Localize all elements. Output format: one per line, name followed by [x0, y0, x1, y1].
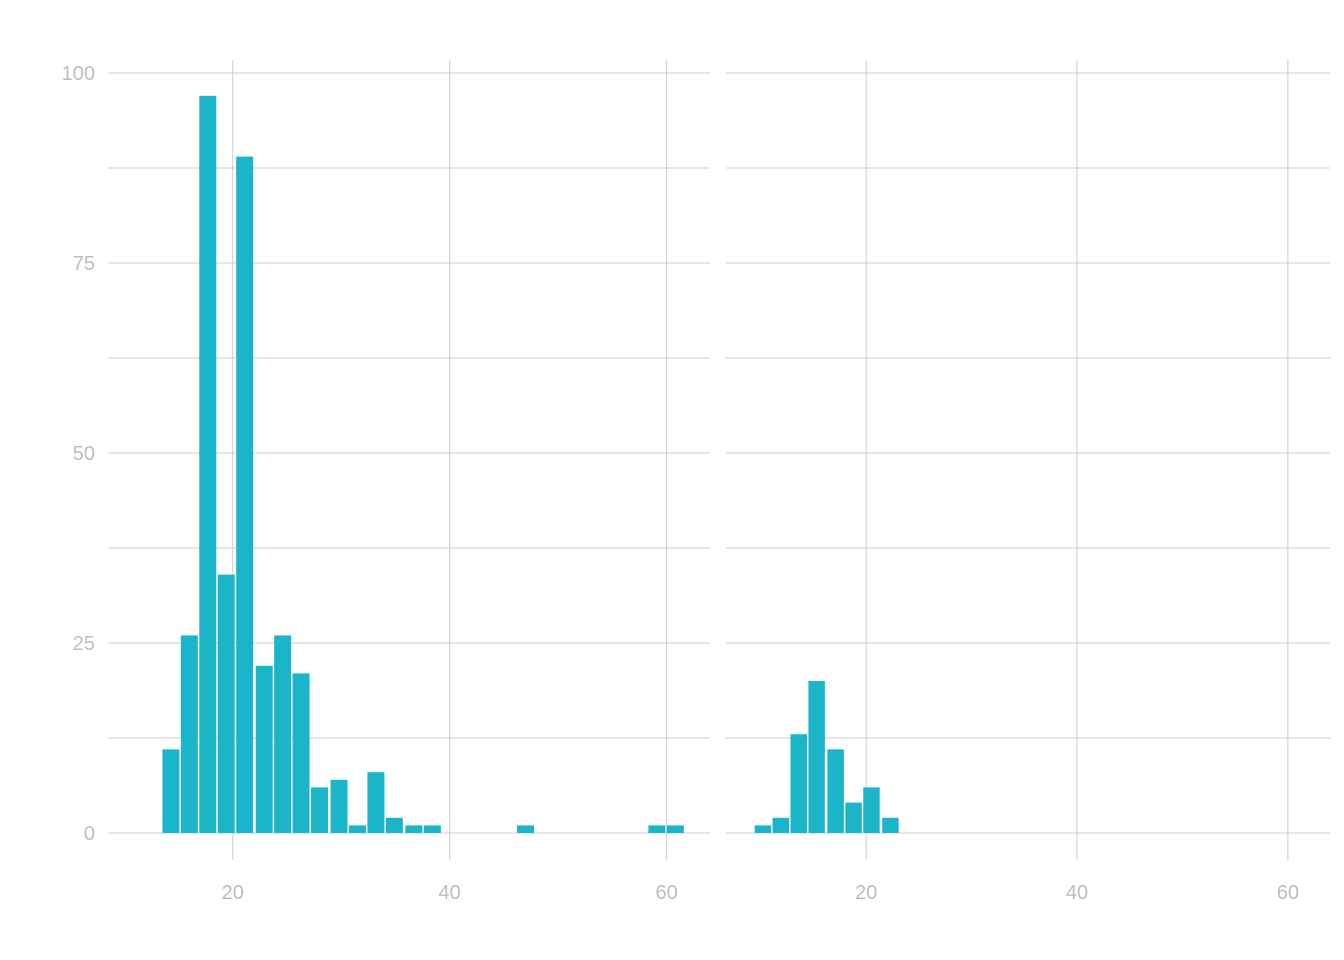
- histogram-bar: [199, 95, 217, 834]
- y-tick-label: 25: [73, 633, 95, 655]
- histogram-bar: [648, 825, 666, 833]
- histogram-panel-right: 20 40 60: [726, 60, 1330, 904]
- x-tick-label: 20: [855, 882, 877, 904]
- histogram-bar: [790, 734, 807, 833]
- histogram-bar: [236, 156, 254, 834]
- histogram-bar: [772, 817, 790, 833]
- histogram-bar: [863, 787, 880, 833]
- histogram-bar: [292, 673, 310, 833]
- histogram-bar: [845, 802, 862, 833]
- histogram-bar: [754, 825, 772, 833]
- y-tick-label: 75: [73, 253, 95, 275]
- histogram-bar: [517, 825, 535, 833]
- histogram-bar: [274, 635, 292, 833]
- x-tick-label: 20: [222, 882, 244, 904]
- histogram-bar: [385, 817, 403, 833]
- x-tick-label: 40: [1066, 882, 1088, 904]
- y-tick-label: 50: [73, 443, 95, 465]
- histogram-bar: [423, 825, 441, 833]
- y-tick-label: 0: [84, 823, 95, 845]
- histogram-bar: [217, 574, 235, 833]
- x-tick-label: 40: [439, 882, 461, 904]
- x-tick-label: 60: [1277, 882, 1299, 904]
- histogram-bar: [255, 665, 273, 833]
- histogram-bar: [330, 779, 348, 833]
- histogram-bar: [405, 825, 423, 833]
- histogram-bar: [311, 787, 329, 833]
- histogram-bar: [348, 825, 366, 833]
- histogram-bar: [180, 635, 198, 833]
- histogram-bar: [827, 749, 844, 833]
- histogram-panel-left: 20 40 60 0 25 50 75 100: [62, 60, 710, 904]
- histogram-bar: [882, 817, 899, 833]
- histogram-bar: [367, 772, 385, 833]
- x-tick-label: 60: [655, 882, 677, 904]
- histogram-bar: [808, 681, 825, 833]
- histogram-bar: [666, 825, 684, 833]
- histogram-bar: [162, 749, 180, 833]
- y-tick-label: 100: [62, 63, 95, 85]
